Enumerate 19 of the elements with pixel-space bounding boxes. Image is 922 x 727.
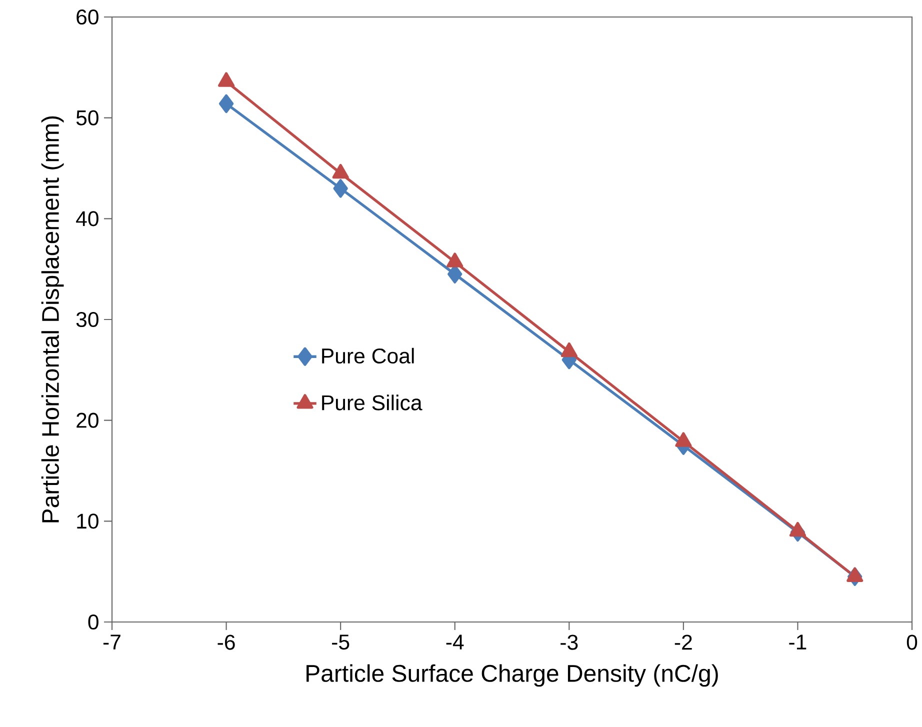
x-tick-label: 0 bbox=[906, 634, 918, 650]
x-tick-label: -6 bbox=[218, 634, 235, 650]
x-tick-label: -2 bbox=[674, 634, 692, 650]
y-tick-label: 50 bbox=[76, 110, 98, 126]
y-tick-label: 20 bbox=[76, 412, 98, 428]
y-tick-label: 0 bbox=[88, 614, 98, 630]
legend-label: Pure Silica bbox=[322, 394, 422, 410]
y-tick-label: 30 bbox=[76, 312, 98, 328]
x-tick-label: -7 bbox=[103, 634, 120, 650]
x-tick-label: -1 bbox=[789, 634, 806, 650]
x-axis-title: Particle Surface Charge Density (nC/g) bbox=[306, 664, 718, 687]
x-tick-label: -4 bbox=[446, 634, 464, 650]
legend-label: Pure Coal bbox=[322, 348, 414, 364]
x-tick-label: -5 bbox=[332, 634, 350, 650]
y-tick-label: 60 bbox=[76, 9, 98, 25]
y-tick-label: 40 bbox=[76, 211, 98, 226]
y-tick-label: 10 bbox=[77, 514, 98, 529]
x-tick-label: -3 bbox=[560, 634, 578, 650]
y-axis-title: Particle Horizontal Displacement (mm) bbox=[41, 116, 64, 522]
